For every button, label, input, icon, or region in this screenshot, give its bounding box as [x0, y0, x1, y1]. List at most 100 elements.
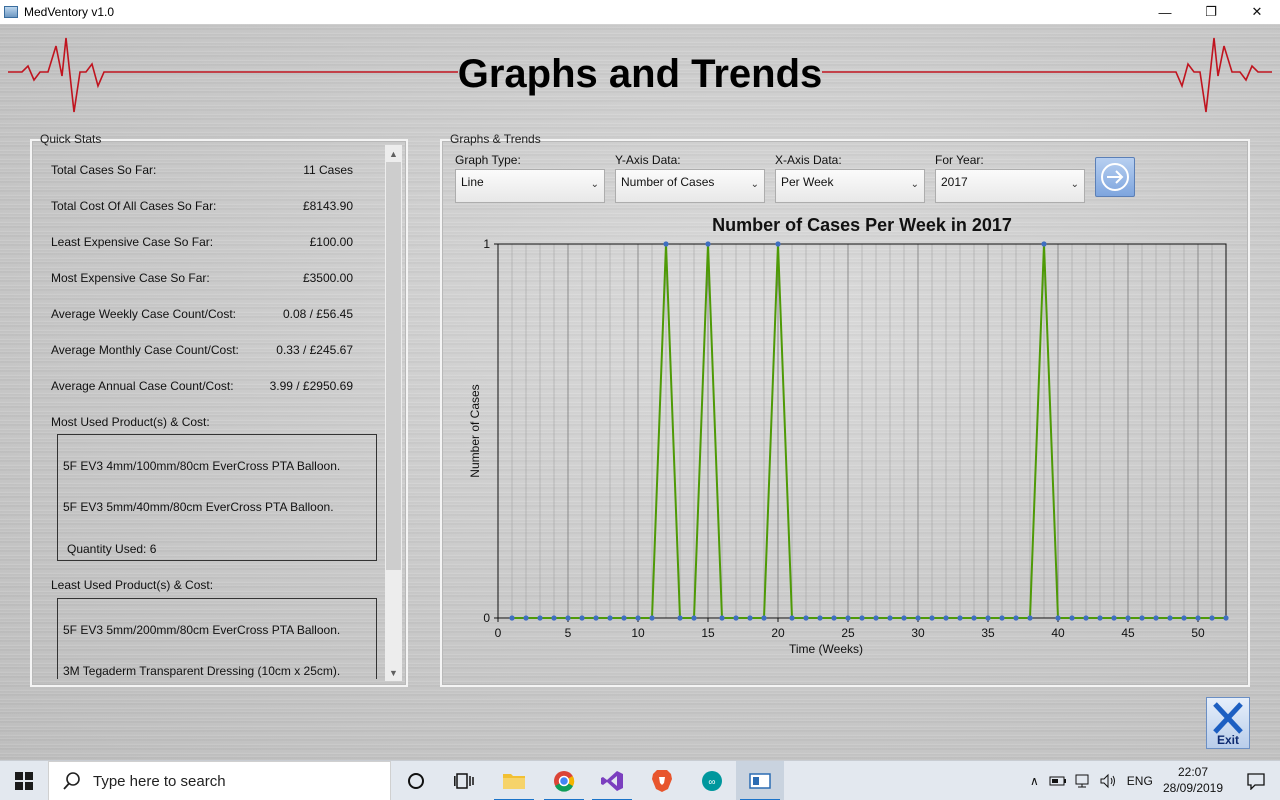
- data-point: [1181, 615, 1187, 621]
- taskbar: Type here to search: [0, 760, 1280, 800]
- folder-icon: [503, 774, 525, 789]
- x-tick-label: 5: [565, 626, 572, 640]
- line-chart: 0 5 10 15 20 25 30 35 40 45 50 0 1 Time (Weeks) Number…: [468, 237, 1229, 656]
- least-used-products-box: 5F EV3 5mm/200mm/80cm EverCross PTA Ball…: [57, 598, 377, 679]
- generate-graph-button[interactable]: [1095, 157, 1135, 197]
- file-explorer-button[interactable]: [490, 761, 538, 800]
- year-select[interactable]: 2017 ⌄: [935, 169, 1085, 203]
- graph-type-label: Graph Type:: [455, 153, 521, 167]
- app-icon: [4, 6, 18, 18]
- most-used-products-box: 5F EV3 4mm/100mm/80cm EverCross PTA Ball…: [57, 434, 377, 561]
- x-tick-label: 30: [911, 626, 925, 640]
- y-axis-select[interactable]: Number of Cases ⌄: [615, 169, 765, 203]
- system-tray: ∧ ENG: [1030, 761, 1153, 800]
- volume-icon[interactable]: [1099, 773, 1117, 789]
- taskbar-search-box[interactable]: Type here to search: [48, 761, 391, 800]
- data-point: [719, 615, 725, 621]
- stat-value: 3.99 / £2950.69: [269, 379, 353, 393]
- data-point: [803, 615, 809, 621]
- stat-label: Total Cases So Far:: [51, 163, 157, 177]
- data-point: [551, 615, 557, 621]
- data-point: [523, 615, 529, 621]
- window-title: MedVentory v1.0: [24, 5, 115, 19]
- notification-icon: [1247, 773, 1265, 790]
- x-tick-label: 45: [1121, 626, 1135, 640]
- data-point: [873, 615, 879, 621]
- most-used-quantity: Quantity Used: 6: [67, 542, 157, 556]
- stat-label: Average Weekly Case Count/Cost:: [51, 307, 236, 321]
- network-icon[interactable]: [1075, 773, 1093, 789]
- arduino-icon: ∞: [702, 771, 722, 791]
- x-axis-label: X-Axis Data:: [775, 153, 842, 167]
- clock-time: 22:07: [1177, 765, 1209, 779]
- exit-button[interactable]: Exit: [1206, 697, 1250, 749]
- x-axis-select[interactable]: Per Week ⌄: [775, 169, 925, 203]
- data-point: [1041, 241, 1047, 247]
- data-point: [943, 615, 949, 621]
- x-tick-label: 20: [771, 626, 785, 640]
- data-point: [1013, 615, 1019, 621]
- minimize-button[interactable]: —: [1158, 4, 1172, 20]
- search-icon: [63, 772, 80, 790]
- cortana-button[interactable]: [392, 761, 440, 800]
- taskbar-clock[interactable]: 22:07 28/09/2019: [1158, 764, 1228, 796]
- scroll-up-icon[interactable]: ▲: [389, 148, 398, 159]
- quick-stats-group: Quick Stats Total Cases So Far: 11 Cases…: [30, 132, 408, 687]
- scroll-down-icon[interactable]: ▼: [389, 667, 398, 678]
- brave-browser-button[interactable]: [638, 761, 686, 800]
- data-point: [705, 241, 711, 247]
- windows-start-button[interactable]: [0, 761, 48, 800]
- data-point: [985, 615, 991, 621]
- chrome-button[interactable]: [540, 761, 588, 800]
- data-point: [635, 615, 641, 621]
- stat-label: Average Monthly Case Count/Cost:: [51, 343, 239, 357]
- chevron-down-icon: ⌄: [1070, 179, 1079, 190]
- visual-studio-button[interactable]: [588, 761, 636, 800]
- stat-label: Total Cost Of All Cases So Far:: [51, 199, 217, 213]
- battery-icon[interactable]: [1049, 775, 1067, 787]
- data-point: [509, 615, 515, 621]
- y-tick-label: 0: [483, 611, 490, 625]
- data-point: [1153, 615, 1159, 621]
- ecg-line-right-icon: [822, 37, 1272, 113]
- close-x-icon: [1213, 702, 1243, 734]
- close-button[interactable]: ✕: [1251, 4, 1263, 19]
- data-point: [1139, 615, 1145, 621]
- quick-stats-scroll-area[interactable]: Total Cases So Far: 11 Cases Total Cost …: [38, 147, 402, 679]
- data-point: [1055, 615, 1061, 621]
- data-point: [677, 615, 683, 621]
- graph-type-select[interactable]: Line ⌄: [455, 169, 605, 203]
- data-point: [817, 615, 823, 621]
- stat-label: Average Annual Case Count/Cost:: [51, 379, 234, 393]
- stat-value: £3500.00: [302, 271, 353, 285]
- stat-value: 0.08 / £56.45: [282, 307, 353, 321]
- chart-area: Number of Cases Per Week in 2017 0 5 10 15 2…: [452, 210, 1242, 670]
- data-point: [649, 615, 655, 621]
- language-indicator[interactable]: ENG: [1126, 774, 1153, 788]
- data-point: [1083, 615, 1089, 621]
- cortana-circle-icon: [408, 773, 424, 789]
- chevron-up-icon[interactable]: ∧: [1030, 774, 1039, 788]
- x-axis-label: Time (Weeks): [789, 642, 863, 656]
- medventory-taskbar-button[interactable]: [736, 761, 784, 800]
- data-point: [971, 615, 977, 621]
- quick-stats-scrollbar[interactable]: ▲ ▼: [385, 145, 402, 681]
- data-point: [1097, 615, 1103, 621]
- main-window: Graphs and Trends: [0, 24, 1280, 760]
- data-point: [915, 615, 921, 621]
- data-point: [1167, 615, 1173, 621]
- graphs-trends-group: Graphs & Trends: [440, 132, 1250, 687]
- scrollbar-thumb[interactable]: [386, 162, 401, 570]
- action-center-button[interactable]: [1232, 761, 1280, 800]
- chevron-down-icon: ⌄: [750, 179, 759, 190]
- stat-value: 0.33 / £245.67: [276, 343, 353, 357]
- data-point: [579, 615, 585, 621]
- y-axis-label: Y-Axis Data:: [615, 153, 681, 167]
- maximize-button[interactable]: ❐: [1205, 4, 1217, 19]
- data-point: [1027, 615, 1033, 621]
- task-view-button[interactable]: [440, 761, 488, 800]
- arduino-button[interactable]: ∞: [688, 761, 736, 800]
- visual-studio-icon: [601, 771, 623, 791]
- data-point: [593, 615, 599, 621]
- quick-stats-legend: Quick Stats: [40, 132, 102, 146]
